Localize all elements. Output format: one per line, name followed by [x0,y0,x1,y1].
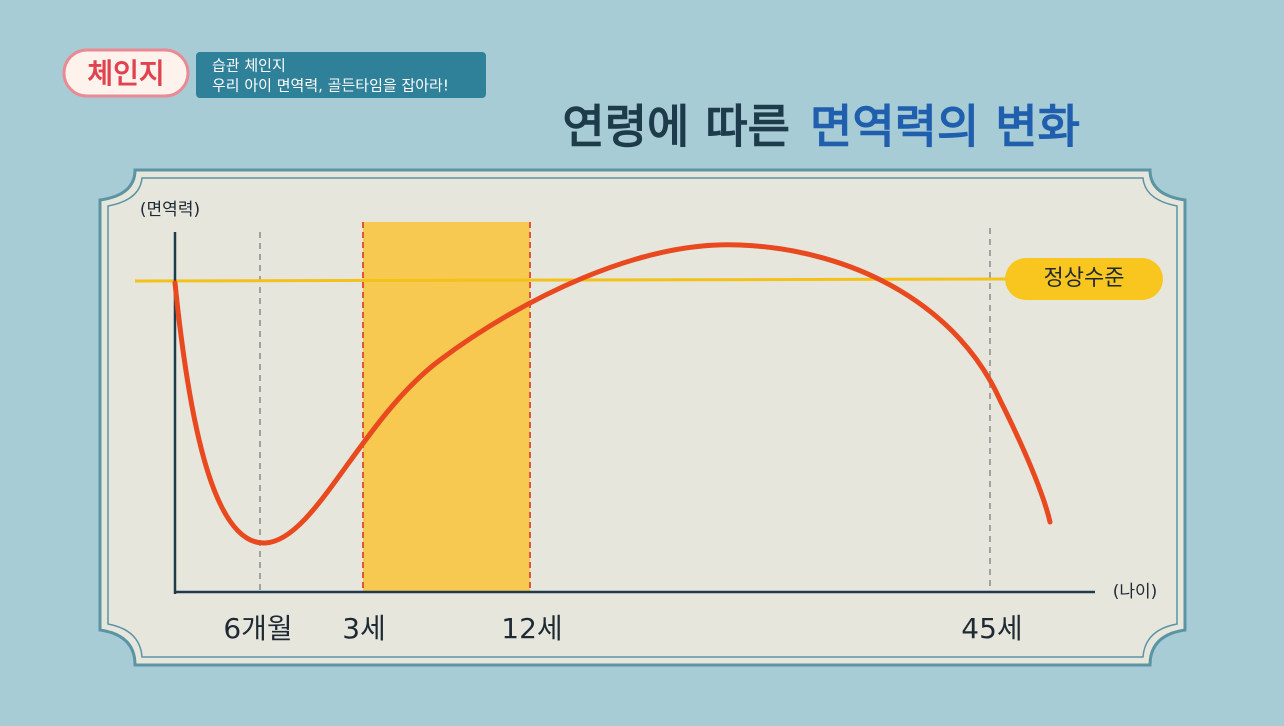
normal-level-label: 정상수준 [1044,266,1125,291]
x-label: 45세 [961,612,1022,645]
title: 연령에 따른 [562,100,790,154]
x-label: 6개월 [223,612,292,645]
immunity-curve [172,242,1053,546]
panel-inner-border [107,177,1178,658]
program-line: 우리 아이 면역력, 골든타임을 잡아라! [212,77,449,95]
logo: 체인지 [87,57,164,90]
logo-badge [62,48,190,98]
x-label: 3세 [342,612,386,645]
program-line: 습관 체인지 [212,57,286,75]
highlight-band [363,222,530,592]
x-label: 12세 [501,612,562,645]
title-highlight: 면역력의 변화 [810,100,1080,154]
y-axis-label: (면역력) [140,200,200,220]
normal-level-badge [1005,258,1163,300]
x-axis-label: (나이) [1113,582,1158,602]
program-box [196,52,486,98]
